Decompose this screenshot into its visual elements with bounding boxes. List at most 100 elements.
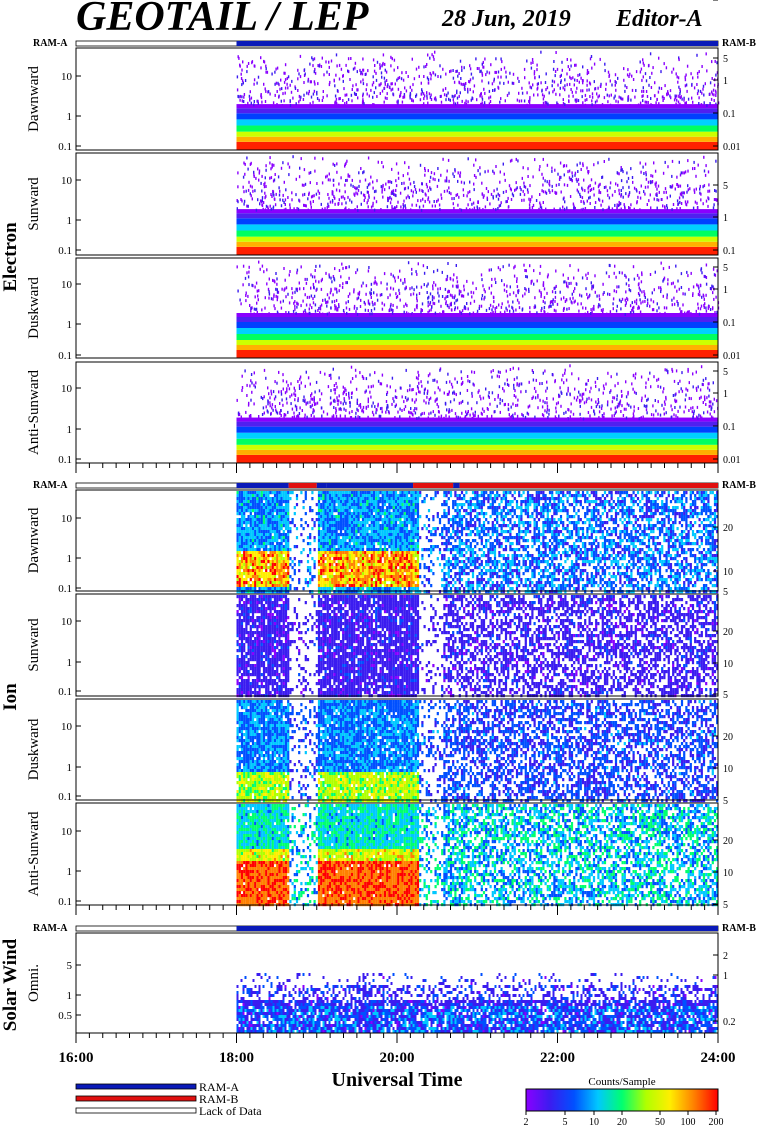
x-tick-label: 18:00 [219,1050,254,1066]
electron-band [237,213,719,218]
electron-band [237,445,719,450]
mode-bar-segment [237,41,719,46]
right-tick-label: 5 [723,263,728,274]
electron-band [237,247,719,255]
left-tick-label: 0.5 [58,1010,72,1022]
right-tick-label: 5 [723,367,728,378]
panel-label: Anti-Sunward [26,811,42,896]
right-tick-label: 10 [723,868,733,879]
colorbar-tick-label: 2 [524,1117,529,1128]
electron-band [237,119,719,125]
ram-a-label: RAM-A [33,480,68,491]
electron-speckle [237,51,720,107]
electron-band [237,439,719,445]
panel-label: Sunward [26,177,42,231]
lep-summary-plot: GEOTAIL / LEP 28 Jun, 2019 Editor-A RAM-… [0,0,762,1128]
mode-bar-segment [317,483,327,488]
electron-band [237,108,719,113]
electron-band [237,427,719,433]
right-tick-label: 5 [723,690,728,701]
ion-spectrogram [237,595,719,697]
right-tick-label: 1 [723,213,728,224]
electron-band [237,345,719,350]
left-tick-label: 0.1 [58,686,72,698]
right-tick-label: 10 [723,567,733,578]
right-tick-label: 0.01 [723,0,741,3]
ion-spectrogram [237,804,719,906]
right-tick-label: 0.01 [723,142,741,153]
solar-wind-spectrogram [237,973,719,1033]
mode-bar: RAM-A RAM-B [33,923,756,934]
panel-label: Anti-Sunward [26,370,42,455]
legend-swatch [76,1084,196,1089]
panel-label: Omni. [26,964,42,1002]
left-tick-label: 1 [67,762,73,774]
electron-speckle [237,261,720,316]
right-tick-label: 5 [723,587,728,598]
electron-band [237,137,719,142]
right-tick-label: 0.1 [723,246,736,257]
left-tick-label: 1 [67,215,73,227]
right-tick-label: 20 [723,732,733,743]
mode-bar-segment [413,483,453,488]
electron-band [237,126,719,132]
left-tick-label: 10 [61,721,73,733]
mode-bar-segment [453,483,459,488]
right-tick-label: 1 [723,389,728,400]
colorbar-title: Counts/Sample [588,1076,655,1088]
electron-band [237,433,719,439]
left-tick-label: 0.1 [58,141,72,153]
x-tick-label: 22:00 [540,1050,575,1066]
right-tick-label: 1 [723,76,728,87]
right-tick-label: 0.1 [723,422,736,433]
electron-band [237,231,719,237]
left-tick-label: 10 [61,383,73,395]
plot-title: GEOTAIL / LEP [76,0,369,40]
electron-speckle [237,364,719,420]
ram-a-label: RAM-A [33,38,68,49]
electron-band [237,450,719,455]
left-tick-label: 1 [67,553,73,565]
colorbar-tick-label: 5 [563,1117,568,1128]
panel-label: Duskward [26,277,42,339]
legend-label: Lack of Data [199,1104,262,1118]
x-tick-label: 20:00 [380,1050,415,1066]
electron-band [237,104,719,108]
left-tick-label: 1 [67,424,73,436]
right-tick-label: 20 [723,523,733,534]
left-tick-label: 0.1 [58,454,72,466]
x-tick-label: 16:00 [59,1050,94,1066]
electron-speckle [237,155,719,212]
electron-band [237,132,719,137]
left-tick-label: 10 [61,513,73,525]
right-tick-label: 5 [723,181,728,192]
right-tick-label: 1 [723,971,728,982]
electron-band [237,142,719,150]
right-tick-label: 10 [723,659,733,670]
left-tick-label: 5 [67,960,73,972]
colorbar-tick-label: 100 [681,1117,696,1128]
ion-spectrogram [237,491,719,593]
left-tick-label: 1 [67,657,73,669]
right-tick-label: 2 [723,951,728,962]
right-tick-label: 0.01 [723,351,741,362]
right-tick-label: 0.1 [723,318,736,329]
panel-label: Sunward [26,618,42,672]
right-tick-label: 5 [723,796,728,807]
x-tick-label: 24:00 [701,1050,736,1066]
electron-band [237,242,719,247]
ram-b-label: RAM-B [722,38,756,49]
mode-bar-segment [460,483,718,488]
mode-bar-segment [237,483,289,488]
colorbar-tick-label: 200 [709,1117,724,1128]
left-tick-label: 1 [67,990,73,1002]
electron-band [237,350,719,358]
ram-b-label: RAM-B [722,923,756,934]
left-tick-label: 1 [67,111,73,123]
electron-band [237,113,719,119]
x-axis-label: Universal Time [332,1069,463,1091]
